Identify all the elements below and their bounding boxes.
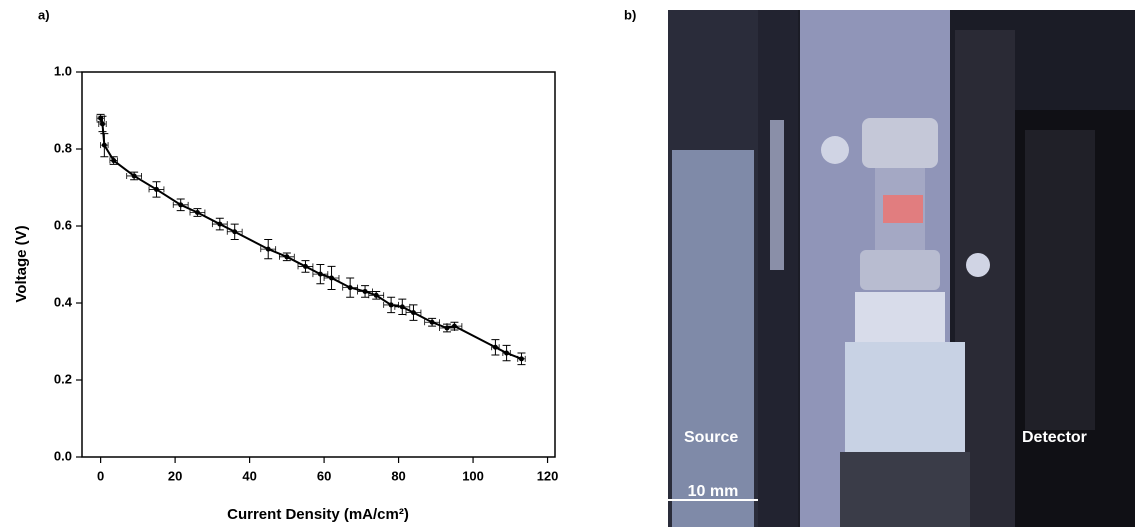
point bbox=[284, 254, 290, 260]
point bbox=[99, 121, 105, 127]
y-tick-label: 0.6 bbox=[54, 217, 72, 232]
plot-frame bbox=[81, 71, 556, 458]
point bbox=[388, 302, 394, 308]
photo-label: Detector bbox=[1022, 429, 1087, 446]
panel-label: b) bbox=[624, 7, 636, 22]
scale-label: 10 mm bbox=[688, 483, 739, 500]
point bbox=[518, 356, 524, 362]
x-tick-label: 40 bbox=[242, 468, 256, 483]
point bbox=[347, 285, 353, 291]
point bbox=[232, 229, 238, 235]
point bbox=[131, 173, 137, 179]
point bbox=[492, 344, 498, 350]
point bbox=[111, 158, 117, 164]
y-tick-label: 0.0 bbox=[54, 448, 72, 463]
point bbox=[399, 304, 405, 310]
point bbox=[504, 350, 510, 356]
x-axis-label: Current Density (mA/cm²) bbox=[227, 506, 409, 523]
x-tick-label: 20 bbox=[168, 468, 182, 483]
point bbox=[410, 310, 416, 316]
point bbox=[451, 323, 457, 329]
point bbox=[373, 292, 379, 298]
point bbox=[194, 210, 200, 216]
y-tick-label: 0.2 bbox=[54, 371, 72, 386]
point bbox=[329, 275, 335, 281]
point bbox=[265, 246, 271, 252]
point bbox=[153, 186, 159, 192]
x-tick-label: 0 bbox=[97, 468, 104, 483]
y-tick-label: 0.4 bbox=[54, 294, 73, 309]
y-tick-label: 1.0 bbox=[54, 63, 72, 78]
y-tick-label: 0.8 bbox=[54, 140, 72, 155]
x-tick-label: 100 bbox=[462, 468, 484, 483]
point bbox=[98, 115, 104, 121]
point bbox=[178, 202, 184, 208]
x-tick-label: 120 bbox=[537, 468, 559, 483]
x-tick-label: 60 bbox=[317, 468, 331, 483]
point bbox=[302, 263, 308, 269]
point bbox=[317, 271, 323, 277]
point bbox=[217, 221, 223, 227]
point bbox=[101, 142, 107, 148]
photo: Source Detector 10 mm bbox=[668, 10, 1135, 527]
panel-label: a) bbox=[38, 7, 50, 22]
point bbox=[429, 319, 435, 325]
point bbox=[362, 288, 368, 294]
y-axis-label: Voltage (V) bbox=[13, 225, 30, 302]
x-tick-label: 80 bbox=[391, 468, 405, 483]
photo-label: Source bbox=[684, 429, 738, 446]
